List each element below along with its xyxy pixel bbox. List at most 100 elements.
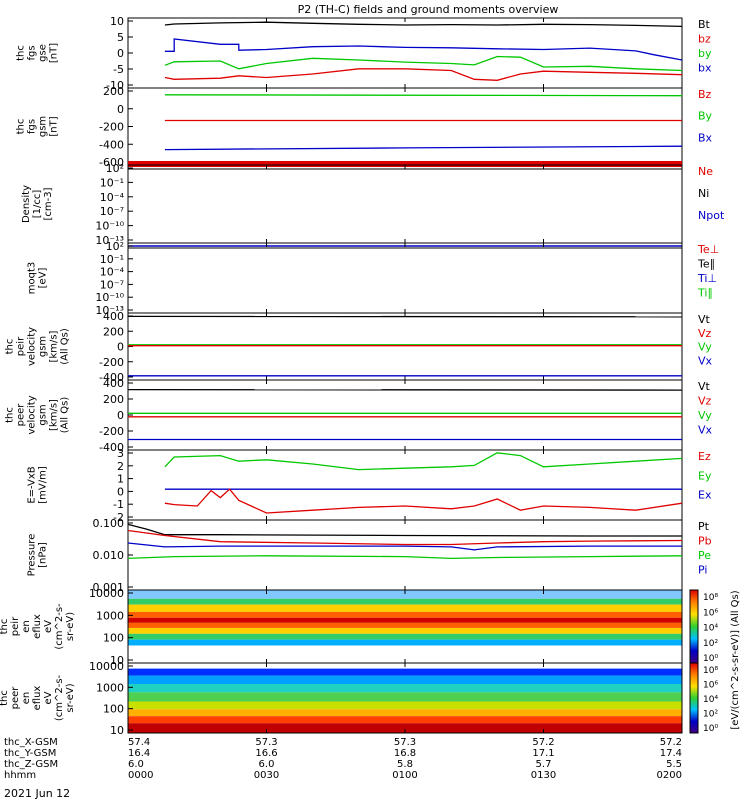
y-tick-label: 10000 (89, 587, 124, 600)
footer-row-label: hhmm (4, 770, 36, 781)
y-axis-label-line: gsm (38, 336, 49, 357)
footer-value: 5.8 (397, 759, 413, 770)
footer-value: 16.6 (255, 748, 277, 759)
y-tick-label: -1 (113, 498, 124, 511)
legend-By: By (698, 110, 713, 123)
footer-value: 57.2 (532, 737, 554, 748)
y-axis-label-line: thc (16, 119, 27, 135)
footer-value: 6.0 (259, 759, 275, 770)
y-axis-label-line: eflux (32, 686, 43, 711)
panel-frame (127, 242, 683, 314)
y-axis-label-line: gse (38, 44, 49, 62)
legend-Ne: Ne (698, 165, 713, 178)
legend-Npot: Npot (698, 209, 725, 222)
legend-Ex: Ex (698, 489, 712, 502)
spectrogram-band-1 (128, 598, 682, 605)
y-tick-label: 10⁻⁷ (100, 278, 124, 291)
legend-Te∥: Te∥ (697, 258, 715, 271)
footer-value: 5.7 (536, 759, 552, 770)
y-tick-label: 0 (117, 485, 124, 498)
legend-Vy: Vy (698, 341, 712, 354)
colorbar (689, 662, 699, 734)
spectrogram-band-7 (128, 723, 682, 733)
legend-Pb: Pb (698, 535, 712, 548)
series-Pt (127, 523, 682, 537)
series-by (164, 55, 683, 72)
y-tick-label: 10² (106, 240, 124, 253)
y-tick-label: -5 (113, 63, 124, 76)
y-tick-label: 200 (103, 325, 124, 338)
y-axis-label-line: (All Qs) (60, 328, 71, 365)
y-axis-label-line: Density (21, 185, 32, 223)
y-tick-label: 10⁻⁷ (100, 205, 124, 218)
colorbar-tick-label: 10⁸ (703, 666, 718, 676)
y-tick-label: 10⁻¹³ (95, 304, 124, 317)
y-axis-label-line: [cm-3] (43, 187, 54, 220)
colorbar-tick-label: 10⁶ (703, 681, 718, 691)
footer-value: 17.1 (532, 748, 554, 759)
footer-value: 57.3 (394, 737, 416, 748)
footer-value: 57.2 (660, 737, 682, 748)
y-tick-label: 0 (117, 103, 124, 116)
y-tick-label: 2 (117, 460, 124, 473)
y-axis-label-line: [nT] (49, 116, 60, 136)
y-tick-label: 400 (103, 377, 124, 390)
legend-by: by (698, 47, 712, 60)
footer-row-label: thc_Z-GSM (4, 759, 58, 770)
spectrogram-band-0 (128, 590, 682, 599)
colorbar-label: [eV/(cm^2-s-sr-eV)] (All Qs) (730, 590, 741, 729)
y-tick-label: 10 (110, 15, 124, 28)
y-tick-label: 100 (103, 703, 124, 716)
legend-Pt: Pt (698, 520, 710, 533)
panel-peer_vel: 400 200 0 -200 -400 thcpeervelocitygsm[km/s](… (5, 377, 713, 454)
y-axis-label-line: thc (0, 619, 10, 635)
y-tick-label: 0.100 (93, 517, 125, 530)
y-axis-label-line: peer (16, 403, 27, 427)
spectrogram-band-5 (128, 622, 682, 628)
y-tick-label: -400 (99, 441, 124, 454)
y-tick-label: 200 (103, 393, 124, 406)
y-tick-label: 0 (117, 409, 124, 422)
y-tick-label: 10 (110, 724, 124, 737)
y-tick-label: 100 (103, 632, 124, 645)
legend-Vt: Vt (698, 380, 711, 393)
y-axis-label-line: sr-eV) (65, 683, 76, 712)
spectrogram-band-7 (128, 633, 682, 640)
colorbar-tick-label: 10⁴ (703, 695, 718, 705)
y-axis-label-line: E=-VxB (27, 466, 38, 503)
y-axis-label-line: moqt3 (27, 262, 38, 295)
y-axis-label-line: Pressure (27, 534, 38, 577)
y-axis-label-line: [mV/m] (38, 466, 49, 504)
legend-Vx: Vx (698, 424, 713, 437)
y-tick-label: 10⁻¹³ (95, 234, 124, 247)
legend-Ez: Ez (698, 450, 711, 463)
y-axis-label: thcpeerenefluxeV(cm^2-s-sr-eV) (0, 674, 76, 721)
colorbar-tick-label: 10⁴ (703, 624, 718, 634)
series-Bt (164, 21, 683, 28)
y-axis-label-line: peer (10, 686, 21, 710)
y-axis-label-line: (cm^2-s- (54, 674, 65, 721)
colorbar-tick-label: 10⁸ (703, 593, 718, 603)
y-axis-label: thcfgsgse[nT] (16, 43, 60, 63)
spectrogram-band-6 (128, 627, 682, 634)
legend-Te⊥: Te⊥ (697, 243, 719, 256)
y-tick-label: 10⁻¹ (100, 253, 124, 266)
y-tick-label: 0 (117, 47, 124, 60)
y-axis-label-line: [eV] (38, 268, 49, 289)
spectrogram-band-4 (128, 701, 682, 710)
colorbar-tick-label: 10⁰ (703, 654, 718, 664)
footer-value: 16.8 (394, 748, 416, 759)
y-tick-label: 10⁻¹⁰ (95, 220, 124, 233)
panels: 1050-5-10thcfgsgse[nT]Btbzbybx2000-200-4… (0, 15, 741, 737)
series-bz (164, 68, 683, 81)
spectrogram-band-6 (128, 716, 682, 724)
panel-peer_spec: 10000 1000 100 10 thcpeerenefluxeV(cm^2-s-sr… (0, 660, 718, 737)
series-Bx (164, 145, 683, 151)
y-axis-label-line: thc (5, 339, 16, 355)
y-axis-label-line: peir (16, 336, 27, 356)
y-axis-label-line: eflux (32, 614, 43, 639)
spectrogram-band-8 (128, 639, 682, 646)
y-axis-label: thcpeirenefluxeV(cm^2-s-sr-eV) (0, 603, 76, 650)
panel-frame (127, 17, 683, 89)
